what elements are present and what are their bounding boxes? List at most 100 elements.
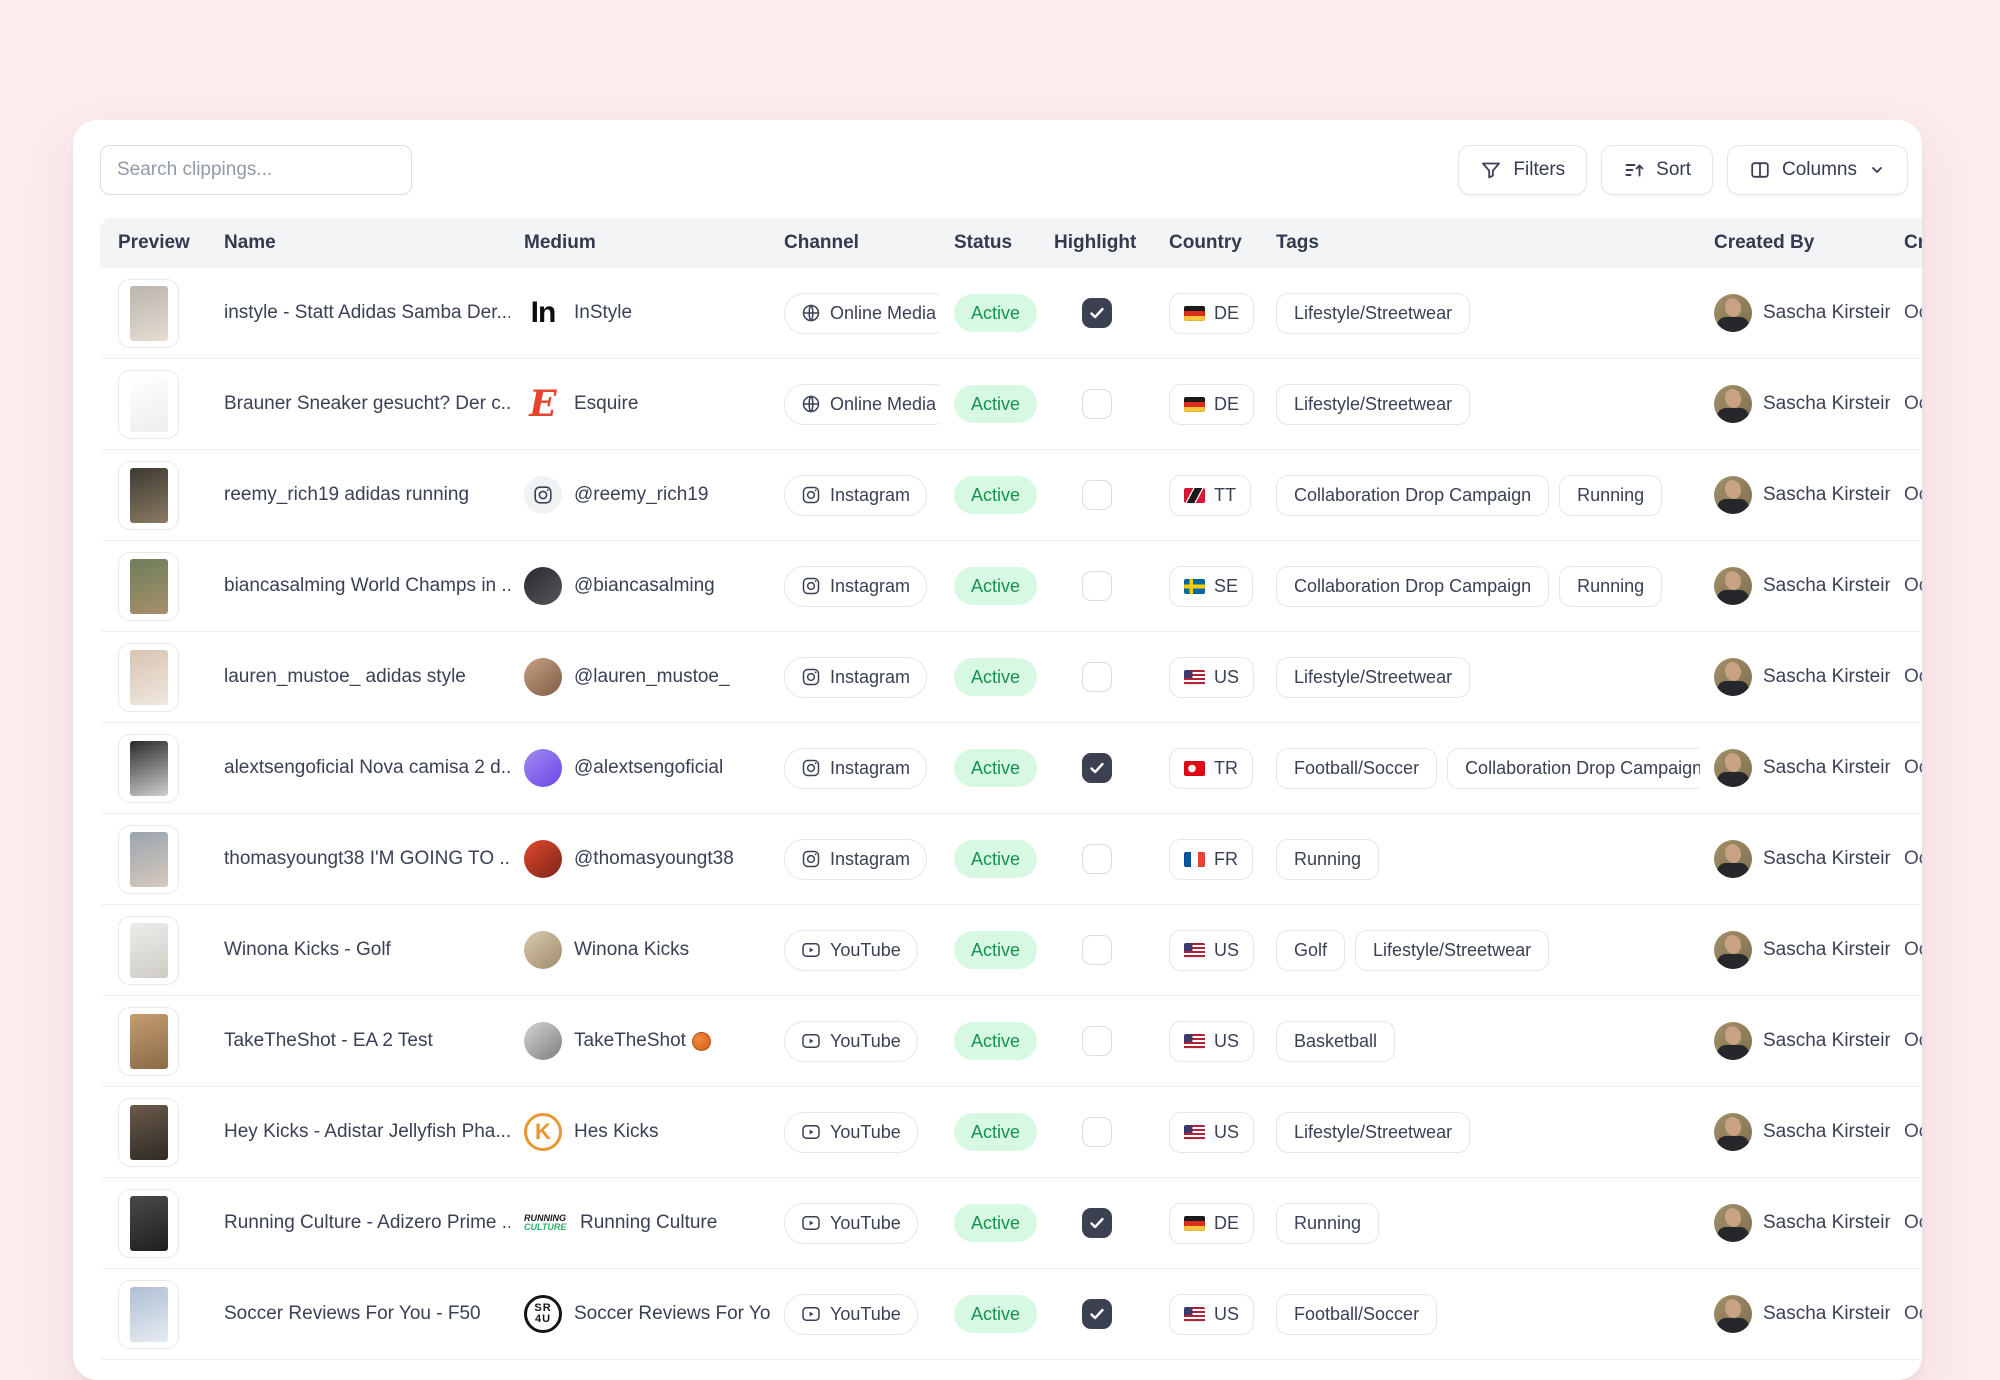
preview-thumbnail[interactable]	[118, 1006, 179, 1076]
table-row[interactable]: reemy_rich19 adidas running @reemy_rich1…	[100, 450, 1922, 541]
column-header-channel: Channel	[784, 232, 859, 253]
preview-image	[129, 1013, 168, 1069]
highlight-checkbox[interactable]	[1082, 1208, 1112, 1238]
preview-thumbnail[interactable]	[118, 1279, 179, 1349]
table-row[interactable]: instyle - Statt Adidas Samba Der... In I…	[100, 268, 1922, 359]
highlight-checkbox[interactable]	[1082, 1026, 1112, 1056]
clipping-name: Hey Kicks - Adistar Jellyfish Pha...	[224, 1121, 510, 1142]
status-badge: Active	[954, 658, 1038, 696]
creator-name: Sascha Kirstein	[1763, 757, 1890, 778]
highlight-checkbox[interactable]	[1082, 753, 1112, 783]
channel-badge: Online Media	[784, 383, 940, 425]
tags-cell: Lifestyle/Streetwear	[1262, 656, 1700, 698]
country-badge: SE	[1169, 565, 1254, 607]
medium-avatar	[524, 840, 562, 878]
preview-thumbnail[interactable]	[118, 278, 179, 348]
medium-cell: @lauren_mustoe_	[510, 658, 770, 696]
tags-cell: Running	[1262, 1202, 1700, 1244]
highlight-checkbox[interactable]	[1082, 935, 1112, 965]
highlight-checkbox[interactable]	[1082, 571, 1112, 601]
country-flag-icon	[1184, 851, 1205, 867]
creator-avatar	[1714, 1022, 1752, 1060]
table-row[interactable]: Winona Kicks - Golf Winona Kicks YouTube…	[100, 905, 1922, 996]
status-badge: Active	[954, 749, 1038, 787]
channel-label: Instagram	[830, 757, 911, 778]
tag-badge: Football/Soccer	[1276, 1293, 1438, 1335]
country-code: TT	[1214, 484, 1236, 505]
preview-thumbnail[interactable]	[118, 824, 179, 894]
clipping-name: thomasyoungt38 I'M GOING TO ...	[224, 848, 510, 869]
channel-label: YouTube	[830, 1212, 901, 1233]
preview-thumbnail[interactable]	[118, 1188, 179, 1258]
highlight-checkbox[interactable]	[1082, 1117, 1112, 1147]
creator-avatar	[1714, 385, 1752, 423]
medium-name: Winona Kicks	[574, 939, 690, 960]
creator-name: Sascha Kirstein	[1763, 1030, 1890, 1051]
table-row[interactable]: Running Culture - Adizero Prime ... RUNN…	[100, 1178, 1922, 1269]
filters-button[interactable]: Filters	[1458, 145, 1588, 195]
column-header-status: Status	[954, 232, 1013, 253]
medium-cell: RUNNING CULTURE Running Culture	[510, 1204, 770, 1242]
channel-label: YouTube	[830, 939, 901, 960]
table-row[interactable]: thomasyoungt38 I'M GOING TO ... @thomasy…	[100, 814, 1922, 905]
toolbar: Filters Sort Columns	[100, 145, 1908, 195]
country-badge: US	[1169, 1293, 1255, 1335]
preview-thumbnail[interactable]	[118, 369, 179, 439]
medium-name: @thomasyoungt38	[574, 848, 734, 869]
sort-button[interactable]: Sort	[1601, 145, 1714, 195]
globe-icon	[802, 304, 820, 322]
preview-image	[129, 1104, 168, 1160]
preview-thumbnail[interactable]	[118, 915, 179, 985]
search-input[interactable]	[100, 145, 412, 195]
preview-thumbnail[interactable]	[118, 551, 179, 621]
clippings-panel: Filters Sort Columns Preview Name Medium Ch…	[73, 120, 1922, 1380]
medium-avatar	[524, 567, 562, 605]
highlight-checkbox[interactable]	[1082, 389, 1112, 419]
created-at-value: Oct	[1904, 666, 1922, 687]
highlight-checkbox[interactable]	[1082, 480, 1112, 510]
tag-badge: Lifestyle/Streetwear	[1355, 929, 1550, 971]
country-code: FR	[1214, 848, 1238, 869]
highlight-checkbox[interactable]	[1082, 662, 1112, 692]
table-row[interactable]: TakeTheShot - EA 2 Test TakeTheShot YouT…	[100, 996, 1922, 1087]
highlight-checkbox[interactable]	[1082, 1299, 1112, 1329]
clippings-table: Preview Name Medium Channel Status Highlight C…	[100, 218, 1922, 1360]
preview-thumbnail[interactable]	[118, 460, 179, 530]
clipping-name: Winona Kicks - Golf	[224, 939, 391, 960]
tag-badge: Running	[1559, 565, 1663, 607]
highlight-checkbox[interactable]	[1082, 844, 1112, 874]
sort-button-label: Sort	[1656, 159, 1692, 180]
creator-name: Sascha Kirstein	[1763, 848, 1890, 869]
creator-name: Sascha Kirstein	[1763, 484, 1890, 505]
creator-avatar	[1714, 749, 1752, 787]
country-flag-icon	[1184, 396, 1205, 412]
instagram-icon	[802, 486, 820, 504]
columns-button[interactable]: Columns	[1727, 145, 1908, 195]
preview-thumbnail[interactable]	[118, 733, 179, 803]
creator-avatar	[1714, 1295, 1752, 1333]
column-header-highlight: Highlight	[1054, 232, 1137, 253]
table-row[interactable]: Brauner Sneaker gesucht? Der c... E Esqu…	[100, 359, 1922, 450]
clipping-name: reemy_rich19 adidas running	[224, 484, 470, 505]
medium-avatar	[524, 749, 562, 787]
medium-cell: @alextsengoficial	[510, 749, 770, 787]
tag-badge: Running	[1559, 474, 1663, 516]
table-row[interactable]: biancasalming World Champs in ... @bianc…	[100, 541, 1922, 632]
creator-name: Sascha Kirstein	[1763, 1303, 1890, 1324]
table-row[interactable]: lauren_mustoe_ adidas style @lauren_must…	[100, 632, 1922, 723]
columns-icon	[1749, 159, 1771, 181]
preview-thumbnail[interactable]	[118, 1097, 179, 1167]
table-row[interactable]: Soccer Reviews For You - F50 SR 4U Socce…	[100, 1269, 1922, 1360]
medium-cell: In InStyle	[510, 294, 770, 332]
clipping-name: Brauner Sneaker gesucht? Der c...	[224, 393, 510, 414]
creator-name: Sascha Kirstein	[1763, 1121, 1890, 1142]
table-row[interactable]: alextsengoficial Nova camisa 2 d... @ale…	[100, 723, 1922, 814]
table-row[interactable]: Hey Kicks - Adistar Jellyfish Pha... K H…	[100, 1087, 1922, 1178]
channel-label: Instagram	[830, 484, 911, 505]
preview-thumbnail[interactable]	[118, 642, 179, 712]
creator-name: Sascha Kirstein	[1763, 575, 1890, 596]
highlight-checkbox[interactable]	[1082, 298, 1112, 328]
channel-badge: Online Media	[784, 292, 940, 334]
tags-cell: Collaboration Drop Campaign Running	[1262, 474, 1700, 516]
country-flag-icon	[1184, 1215, 1205, 1231]
